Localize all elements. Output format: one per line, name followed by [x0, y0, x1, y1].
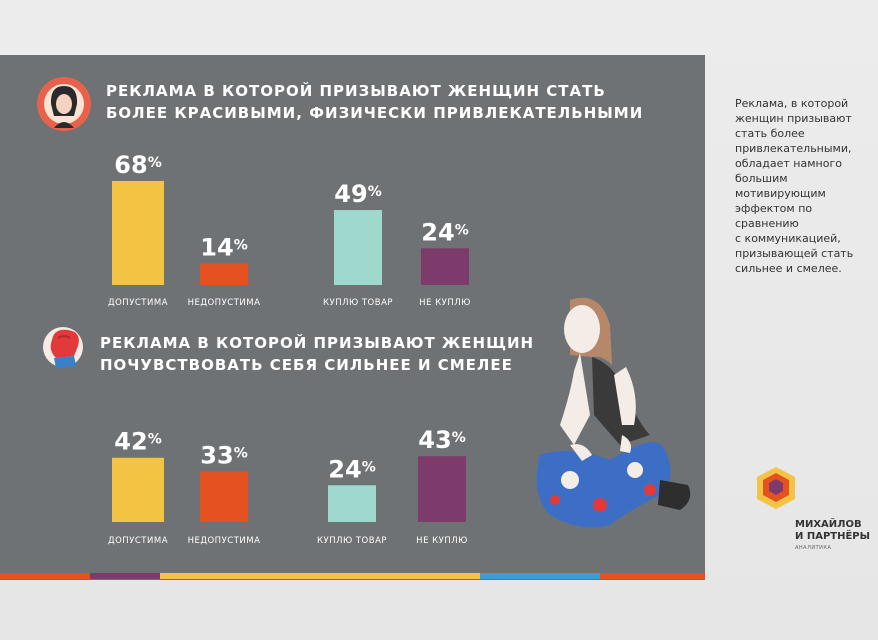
category-label-1-2-2: НЕ КУПЛЮ — [419, 298, 471, 308]
boxing-glove-icon — [43, 327, 83, 368]
woman-illustration — [536, 297, 691, 528]
value-label-1-1-2: 14% — [200, 234, 247, 262]
value-label-1-2-1: 49% — [334, 180, 381, 208]
category-label-1-1-2: НЕДОПУСТИМА — [188, 298, 261, 308]
chart2-title: РЕКЛАМА В КОТОРОЙ ПРИЗЫВАЮТ ЖЕНЩИН ПОЧУВ… — [100, 332, 534, 376]
brand-subtitle: АНАЛИТИКА — [795, 545, 832, 551]
bar-1-1-2 — [200, 263, 248, 285]
bar-1-2-1 — [334, 210, 382, 285]
chart2-title-line1: РЕКЛАМА В КОТОРОЙ ПРИЗЫВАЮТ ЖЕНЩИН — [100, 334, 535, 352]
brand-name: МИХАЙЛОВ И ПАРТНЁРЫ — [795, 519, 870, 542]
side-note: Реклама, в которой женщин призывают стат… — [735, 97, 854, 275]
color-strip — [0, 573, 705, 579]
brand-logo-icon — [757, 467, 795, 509]
value-label-1-2-2: 24% — [421, 218, 468, 246]
value-label-1-1-1: 68% — [114, 151, 161, 179]
bar-2-1-2 — [200, 471, 248, 522]
bar-2-2-2 — [418, 456, 466, 522]
woman-face-icon — [37, 77, 91, 131]
chart1-title-line2: БОЛЕЕ КРАСИВЫМИ, ФИЗИЧЕСКИ ПРИВЛЕКАТЕЛЬН… — [106, 104, 644, 122]
chart2-title-line2: ПОЧУВСТВОВАТЬ СЕБЯ СИЛЬНЕЕ И СМЕЛЕЕ — [100, 356, 513, 374]
bar-1-2-2 — [421, 248, 469, 285]
category-label-2-2-1: КУПЛЮ ТОВАР — [317, 536, 387, 546]
value-label-2-2-1: 24% — [328, 455, 375, 483]
chart1-title: РЕКЛАМА В КОТОРОЙ ПРИЗЫВАЮТ ЖЕНЩИН СТАТЬ… — [106, 80, 643, 124]
category-label-1-1-1: ДОПУСТИМА — [108, 298, 168, 308]
bar-2-1-1 — [112, 457, 164, 522]
value-label-2-1-1: 42% — [114, 428, 161, 456]
category-label-2-1-2: НЕДОПУСТИМА — [188, 536, 261, 546]
category-label-2-1-1: ДОПУСТИМА — [108, 536, 168, 546]
category-label-1-2-1: КУПЛЮ ТОВАР — [323, 298, 393, 308]
value-label-2-1-2: 33% — [200, 442, 247, 470]
value-label-2-2-2: 43% — [418, 426, 465, 454]
chart1-title-line1: РЕКЛАМА В КОТОРОЙ ПРИЗЫВАЮТ ЖЕНЩИН СТАТЬ — [106, 82, 606, 100]
category-label-2-2-2: НЕ КУПЛЮ — [416, 536, 468, 546]
bar-charts: 68% ДОПУСТИМА 14% НЕДОПУСТИМА 49% КУПЛЮ ТОВАР… — [108, 151, 471, 546]
bar-1-1-1 — [112, 180, 164, 285]
bar-2-2-1 — [328, 485, 376, 522]
